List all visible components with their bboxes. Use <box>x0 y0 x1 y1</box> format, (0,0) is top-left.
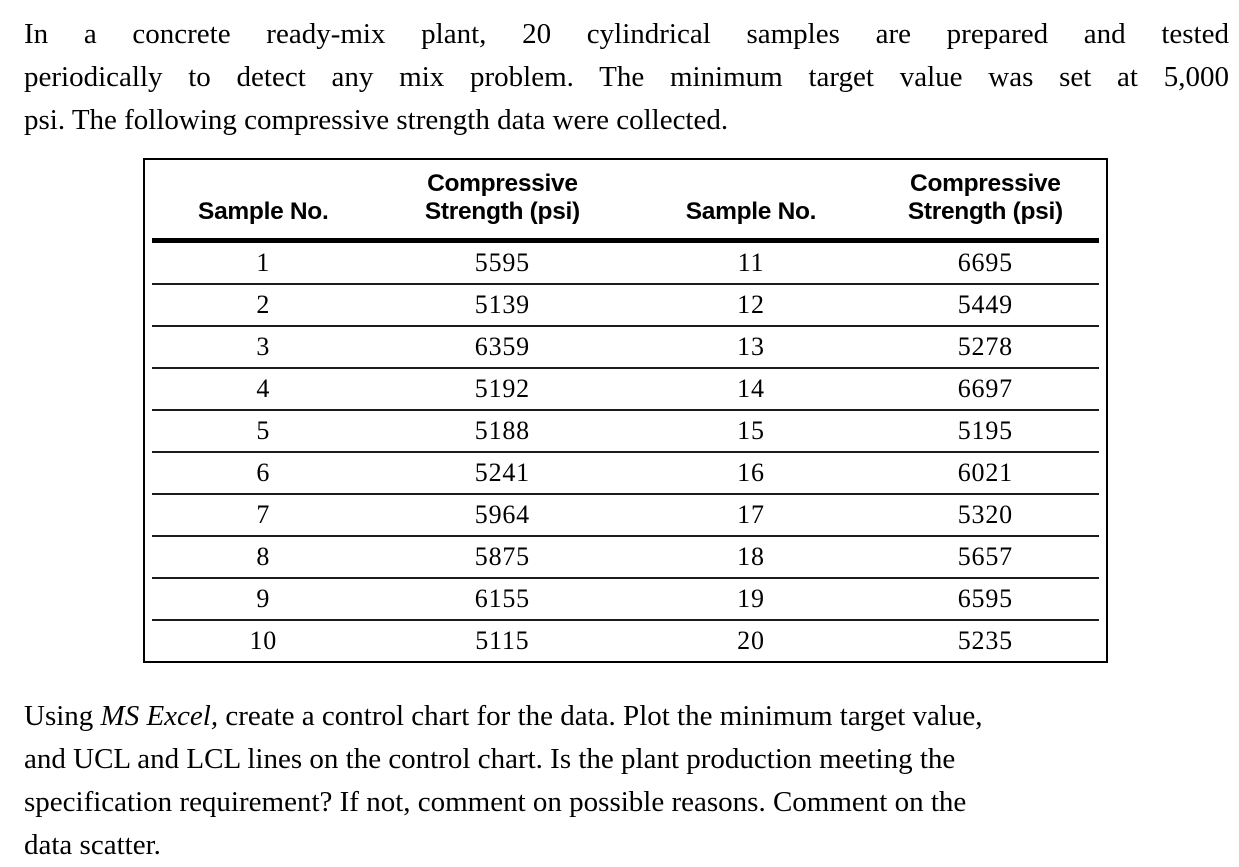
cell-sample-no: 17 <box>630 493 872 536</box>
cell-strength: 5241 <box>374 451 631 494</box>
cell-sample-no: 18 <box>630 535 872 578</box>
table-row: 3 6359 13 5278 <box>152 325 1099 368</box>
cell-strength: 5115 <box>374 619 631 661</box>
cell-sample-no: 15 <box>630 409 872 452</box>
cell-strength: 5595 <box>474 248 530 277</box>
table-row: 4 5192 14 6697 <box>152 367 1099 410</box>
cell-sample-no: 2 <box>152 283 375 326</box>
cell-sample-no: 9 <box>152 577 375 620</box>
table-header-row: Sample No. Compressive Strength (psi) Sa… <box>152 160 1099 243</box>
cell-sample-no: 1 <box>256 248 271 277</box>
column-header-compressive-strength-right: Compressive Strength (psi) <box>871 160 1099 243</box>
data-table: Sample No. Compressive Strength (psi) Sa… <box>143 158 1108 663</box>
cell-strength: 5964 <box>374 493 631 536</box>
cell-sample-no: 20 <box>630 619 872 661</box>
column-header-compressive-strength-left: Compressive Strength (psi) <box>374 160 631 243</box>
column-header-label: Sample No. <box>198 198 329 225</box>
paragraph-line: data scatter. <box>24 829 161 861</box>
cell-sample-no: 5 <box>152 409 375 452</box>
question-text-rest: create a control chart for the data. Plo… <box>218 700 983 732</box>
cell-strength: 5235 <box>871 619 1099 661</box>
column-header-label: Strength (psi) <box>424 198 580 225</box>
cell-sample-no: 10 <box>152 619 375 661</box>
paragraph-line: Using MS Excel, create a control chart f… <box>24 695 1229 738</box>
cell-sample-no: 16 <box>630 451 872 494</box>
paragraph-line: periodically to detect any mix problem. … <box>24 61 1229 93</box>
column-header-label: Compressive <box>910 170 1061 197</box>
cell-strength: 5875 <box>374 535 631 578</box>
cell-strength: 5278 <box>871 325 1099 368</box>
cell-strength: 6697 <box>871 367 1099 410</box>
paragraph-line: psi. The following compressive strength … <box>24 104 729 136</box>
question-text-prefix: Using <box>24 700 101 732</box>
table-row: 10 5115 20 5235 <box>152 619 1099 661</box>
cell-strength: 5188 <box>374 409 631 452</box>
cell-strength: 6155 <box>374 577 631 620</box>
paragraph-line: specification requirement? If not, comme… <box>24 786 967 818</box>
cell-sample-no: 12 <box>630 283 872 326</box>
column-header-sample-no-left: Sample No. <box>152 160 375 243</box>
column-header-label: Strength (psi) <box>907 198 1063 225</box>
table-row: 6 5241 16 6021 <box>152 451 1099 494</box>
cell-strength: 5657 <box>871 535 1099 578</box>
table-row: 1 5595 11 6695 <box>152 241 1099 285</box>
cell-sample-no: 13 <box>630 325 872 368</box>
question-text-italic: MS Excel, <box>100 700 219 732</box>
paragraph-line: In a concrete ready-mix plant, 20 cylind… <box>24 18 1229 50</box>
cell-sample-no: 3 <box>152 325 375 368</box>
cell-sample-no: 19 <box>630 577 872 620</box>
column-header-label: Sample No. <box>685 198 817 225</box>
cell-strength: 6021 <box>871 451 1099 494</box>
cell-sample-no: 11 <box>737 248 765 277</box>
question-paragraph: Using MS Excel, create a control chart f… <box>24 695 1229 867</box>
cell-sample-no: 7 <box>152 493 375 536</box>
cell-strength: 5192 <box>374 367 631 410</box>
column-header-label: Compressive <box>427 170 578 197</box>
table-row: 5 5188 15 5195 <box>152 409 1099 452</box>
table-row: 7 5964 17 5320 <box>152 493 1099 536</box>
cell-sample-no: 8 <box>152 535 375 578</box>
cell-strength: 5195 <box>871 409 1099 452</box>
table-row: 8 5875 18 5657 <box>152 535 1099 578</box>
cell-sample-no: 6 <box>152 451 375 494</box>
column-header-sample-no-right: Sample No. <box>630 160 872 243</box>
compressive-strength-table: Sample No. Compressive Strength (psi) Sa… <box>152 160 1099 661</box>
cell-strength: 5449 <box>871 283 1099 326</box>
table-body: 1 5595 11 6695 2 5139 12 5449 3 6359 13 … <box>152 241 1099 661</box>
cell-strength: 6595 <box>871 577 1099 620</box>
cell-strength: 6359 <box>374 325 631 368</box>
table-row: 2 5139 12 5449 <box>152 283 1099 326</box>
problem-statement: In a concrete ready-mix plant, 20 cylind… <box>24 13 1229 142</box>
cell-strength: 5139 <box>374 283 631 326</box>
paragraph-line: and UCL and LCL lines on the control cha… <box>24 743 956 775</box>
cell-strength: 6695 <box>957 248 1013 277</box>
table-row: 9 6155 19 6595 <box>152 577 1099 620</box>
cell-strength: 5320 <box>871 493 1099 536</box>
cell-sample-no: 14 <box>630 367 872 410</box>
cell-sample-no: 4 <box>152 367 375 410</box>
